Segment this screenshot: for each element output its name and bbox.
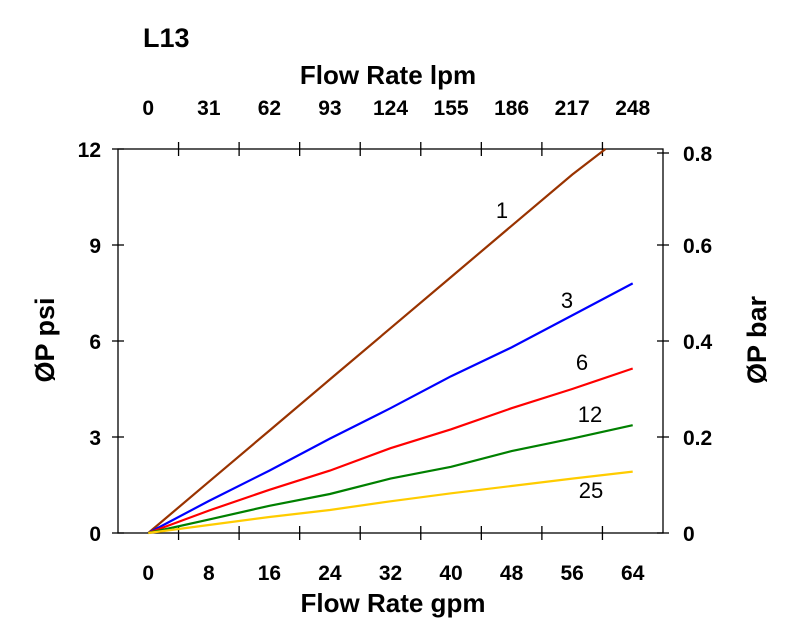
x2-tick-label: 124 xyxy=(373,97,408,120)
y2-tick-label: 0.4 xyxy=(683,331,713,354)
series-label-12: 12 xyxy=(578,402,602,427)
x-tick-label: 40 xyxy=(439,562,462,585)
x2-tick-label: 0 xyxy=(142,97,154,120)
series-line-3 xyxy=(147,282,634,534)
x-tick-label: 64 xyxy=(621,562,645,585)
y-tick-label: 0 xyxy=(89,523,101,546)
y2-tick-label: 0.2 xyxy=(683,427,712,450)
x-tick-label: 56 xyxy=(560,562,583,585)
x-tick-label: 16 xyxy=(258,562,281,585)
plot-frame xyxy=(117,148,664,534)
x2-axis-label: Flow Rate lpm xyxy=(300,60,476,90)
x2-tick-label: 31 xyxy=(197,97,221,120)
x-tick-label: 24 xyxy=(318,562,342,585)
chart-title: L13 xyxy=(143,23,190,53)
series-label-6: 6 xyxy=(576,350,588,375)
y-tick-label: 9 xyxy=(89,235,101,258)
x2-tick-label: 155 xyxy=(434,97,469,120)
x-tick-label: 8 xyxy=(203,562,215,585)
y-tick-label: 6 xyxy=(89,331,101,354)
series-line-25 xyxy=(148,470,633,535)
series-line-6 xyxy=(147,367,634,535)
x-tick-label: 32 xyxy=(379,562,402,585)
y-tick-label: 3 xyxy=(89,427,101,450)
series-line-12 xyxy=(148,424,633,535)
y2-axis-label: ØP bar xyxy=(742,295,772,384)
x2-tick-label: 186 xyxy=(494,97,529,120)
series-label-3: 3 xyxy=(561,288,573,313)
x-axis-label: Flow Rate gpm xyxy=(301,588,486,618)
series-label-25: 25 xyxy=(579,478,603,503)
series-line-1 xyxy=(147,148,607,534)
y2-tick-label: 0 xyxy=(683,523,695,546)
x2-tick-label: 93 xyxy=(318,97,341,120)
x2-tick-label: 217 xyxy=(555,97,590,120)
x-tick-label: 48 xyxy=(500,562,524,585)
y2-tick-label: 0.8 xyxy=(683,143,713,166)
x2-tick-label: 62 xyxy=(258,97,281,120)
y2-tick-label: 0.6 xyxy=(683,235,712,258)
y-axis-label: ØP psi xyxy=(30,297,60,382)
x-tick-label: 0 xyxy=(142,562,154,585)
y-tick-label: 12 xyxy=(78,139,101,162)
x2-tick-label: 248 xyxy=(615,97,650,120)
series-label-1: 1 xyxy=(496,198,508,223)
